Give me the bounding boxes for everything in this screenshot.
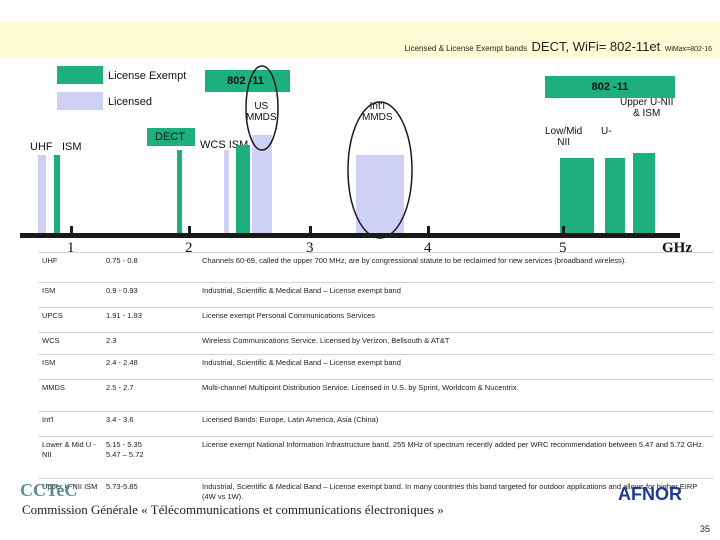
axis-tick-1: 1 bbox=[67, 240, 75, 256]
legend-label-license-exempt: License Exempt bbox=[108, 70, 187, 82]
axis-tick-mark-2 bbox=[188, 226, 191, 238]
table-row: WCS 2.3 Wireless Communications Service. L… bbox=[38, 332, 714, 355]
legend-label-licensed: Licensed bbox=[108, 96, 153, 108]
table-cell-desc: Licensed Bands: Europe, Latin America, A… bbox=[198, 411, 714, 437]
table-row: UPCS 1.91 - 1.93 License exempt Personal C… bbox=[38, 307, 714, 333]
header-band bbox=[0, 22, 720, 58]
table-cell-band: Upper U-NII ISM bbox=[38, 478, 102, 509]
table-cell-desc: Channels 60-69, called the upper 700 MHz… bbox=[198, 252, 714, 283]
table-row: ISM 2.4 - 2.48 Industrial, Scientific & Me… bbox=[38, 354, 714, 380]
table-cell-desc: Industrial, Scientific & Medical Band – … bbox=[198, 354, 714, 380]
table-cell-desc: Multi-channel Multipoint Distribution Se… bbox=[198, 379, 714, 412]
title-part-3: WiMax=802-16 bbox=[664, 46, 712, 53]
bar-mid-nii bbox=[605, 158, 625, 233]
table-cell-range: 3.4 - 3.6 bbox=[102, 411, 198, 437]
band-box-label-802-11-left: 802 -11 bbox=[227, 75, 264, 87]
band-box-802-11-left: 802 -11 bbox=[205, 70, 290, 92]
axis-tick-5: 5 bbox=[559, 240, 567, 256]
legend-swatch-licensed bbox=[57, 92, 103, 110]
table-row: Lower & Mid U -NII 5.15 - 5.35 5.47 – 5.7… bbox=[38, 436, 714, 479]
table-cell-range: 0.75 - 0.8 bbox=[102, 252, 198, 283]
band-table: UHF 0.75 - 0.8 Channels 60-69, called the … bbox=[38, 252, 714, 509]
table-cell-range: 2.5 - 2.7 bbox=[102, 379, 198, 412]
table-cell-band: UPCS bbox=[38, 307, 102, 333]
frequency-axis bbox=[20, 233, 680, 238]
table-cell-range: 0.9 - 0.93 bbox=[102, 282, 198, 308]
axis-tick-2: 2 bbox=[185, 240, 193, 256]
table-cell-desc: License exempt National Information Infr… bbox=[198, 436, 714, 479]
table-cell-range: 5.73-5.85 bbox=[102, 478, 198, 509]
label-uhf: UHF bbox=[30, 141, 53, 153]
afnor-logo: AFNOR bbox=[618, 484, 682, 504]
table-cell-range: 1.91 - 1.93 bbox=[102, 307, 198, 333]
ellipse-intl-mmds bbox=[347, 101, 413, 239]
table-cell-desc: License exempt Personal Communications S… bbox=[198, 307, 714, 333]
page-number: 35 bbox=[699, 524, 710, 534]
axis-tick-mark-4 bbox=[427, 226, 430, 238]
table-cell-band: ISM bbox=[38, 354, 102, 380]
bar-wcs bbox=[224, 150, 229, 233]
bar-upper-nii bbox=[633, 153, 655, 233]
legend-swatch-license-exempt bbox=[57, 66, 103, 84]
title-part-1: Licensed & License Exempt bands bbox=[404, 44, 528, 53]
table-cell-band: WCS bbox=[38, 332, 102, 355]
band-box-802-11-right: 802 -11 bbox=[545, 76, 675, 98]
table-row: Int'l 3.4 - 3.6 Licensed Bands: Europe, La… bbox=[38, 411, 714, 437]
label-us-mmds: US MMDS bbox=[246, 101, 277, 123]
ccte-logo: CCTeC bbox=[20, 480, 78, 500]
table-cell-band: MMDS bbox=[38, 379, 102, 412]
label-dect: DECT bbox=[155, 131, 185, 143]
label-lowmid-nii: Low/Mid NII bbox=[545, 126, 583, 148]
table-cell-range: 2.4 - 2.48 bbox=[102, 354, 198, 380]
table-cell-range: 2.3 bbox=[102, 332, 198, 355]
axis-tick-4: 4 bbox=[424, 240, 432, 256]
bar-ism-2-4 bbox=[236, 145, 250, 233]
table-cell-band: Int'l bbox=[38, 411, 102, 437]
commission-title: Commission Générale « Télécommunications… bbox=[22, 502, 444, 517]
ellipse-us-mmds bbox=[245, 65, 279, 151]
slide-title: Licensed & License Exempt bands DECT, Wi… bbox=[404, 38, 712, 56]
table-cell-band: UHF bbox=[38, 252, 102, 283]
bar-ism-900 bbox=[54, 155, 60, 233]
bar-uhf bbox=[38, 155, 46, 233]
table-row: UHF 0.75 - 0.8 Channels 60-69, called the … bbox=[38, 252, 714, 283]
table-row: Upper U-NII ISM 5.73-5.85 Industrial, Scie… bbox=[38, 478, 714, 509]
bar-us-mmds bbox=[252, 135, 272, 233]
axis-tick-mark-5 bbox=[562, 226, 565, 238]
label-u-dash: U- bbox=[601, 126, 612, 137]
title-part-2: DECT, WiFi= 802-11et bbox=[531, 39, 661, 54]
label-upper-unii: Upper U-NII & ISM bbox=[620, 97, 674, 119]
bar-intl-mmds bbox=[356, 155, 404, 233]
bar-lower-nii bbox=[560, 158, 594, 233]
table-cell-desc: Wireless Communications Service. License… bbox=[198, 332, 714, 355]
table-cell-desc: Industrial, Scientific & Medical Band – … bbox=[198, 282, 714, 308]
table-cell-range: 5.15 - 5.35 5.47 – 5.72 bbox=[102, 436, 198, 479]
band-box-label-802-11-right: 802 -11 bbox=[591, 81, 629, 93]
label-ism: ISM bbox=[62, 141, 82, 153]
table-row: MMDS 2.5 - 2.7 Multi-channel Multipoint Di… bbox=[38, 379, 714, 412]
label-intl-mmds: Int'l MMDS bbox=[362, 101, 393, 123]
table-row: ISM 0.9 - 0.93 Industrial, Scientific & Me… bbox=[38, 282, 714, 308]
bar-upcs bbox=[177, 150, 182, 233]
band-box-dect bbox=[147, 128, 195, 146]
table-cell-band: ISM bbox=[38, 282, 102, 308]
axis-tick-mark-3 bbox=[309, 226, 312, 238]
table-cell-desc: Industrial, Scientific & Medical Band – … bbox=[198, 478, 714, 509]
axis-tick-mark-1 bbox=[70, 226, 73, 238]
axis-tick-3: 3 bbox=[306, 240, 314, 256]
table-cell-band: Lower & Mid U -NII bbox=[38, 436, 102, 479]
highlight-ellipses bbox=[245, 65, 413, 239]
